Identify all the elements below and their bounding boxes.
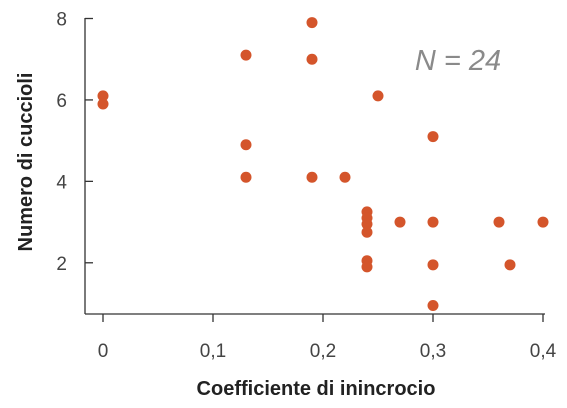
data-point <box>240 49 252 61</box>
data-point <box>97 98 109 110</box>
x-axis-title: Coefficiente di inincrocio <box>197 378 436 400</box>
x-tick-label: 0,4 <box>530 341 557 362</box>
data-point <box>306 53 318 65</box>
data-point <box>361 261 373 273</box>
y-tick-label: 4 <box>56 172 67 193</box>
data-point <box>240 139 252 151</box>
y-axis-title: Numero di cuccioli <box>15 73 37 252</box>
data-point <box>372 90 384 102</box>
y-tick-label: 2 <box>56 254 67 275</box>
data-point <box>361 218 373 230</box>
data-point <box>306 17 318 29</box>
data-point <box>240 171 252 183</box>
data-point <box>427 300 439 312</box>
x-tick-label: 0,2 <box>310 341 336 362</box>
data-point <box>504 259 516 271</box>
data-points <box>97 17 549 312</box>
data-point <box>537 216 549 228</box>
x-tick-label: 0 <box>98 341 109 362</box>
sample-size-annotation: N = 24 <box>415 45 501 77</box>
data-point <box>97 90 109 102</box>
y-tick-label: 8 <box>56 10 67 31</box>
data-point <box>361 226 373 238</box>
x-ticks: 0 0,1 0,2 0,3 0,4 <box>98 314 557 362</box>
data-point <box>427 216 439 228</box>
y-tick-label: 6 <box>56 91 67 112</box>
x-tick-label: 0,3 <box>420 341 446 362</box>
data-point <box>427 131 439 143</box>
data-point <box>427 259 439 271</box>
data-point <box>339 171 351 183</box>
x-tick-label: 0,1 <box>200 341 226 362</box>
data-point <box>306 171 318 183</box>
y-ticks: 2 4 6 8 <box>56 10 93 275</box>
data-point <box>493 216 505 228</box>
data-point <box>394 216 406 228</box>
